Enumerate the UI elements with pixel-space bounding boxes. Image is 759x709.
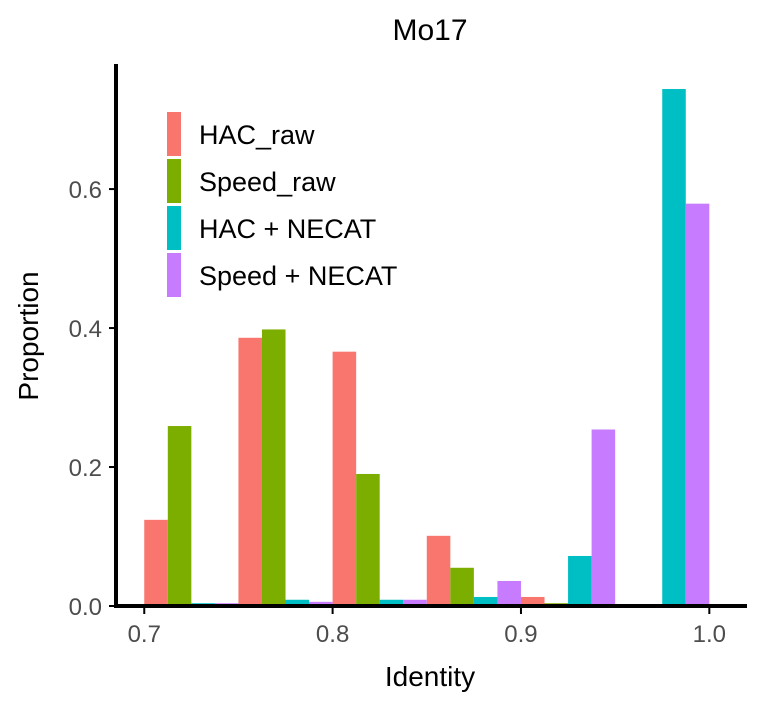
bar-hac-raw-bin-2 (238, 337, 262, 606)
y-tick-label: 0.0 (69, 594, 102, 621)
x-tick-label: 0.7 (128, 621, 161, 648)
legend-label: HAC + NECAT (199, 214, 376, 244)
bar-speed-raw-bin-2 (261, 329, 286, 606)
legend-key-hac-necat (167, 206, 181, 250)
x-tick-label: 0.9 (504, 621, 537, 648)
x-ticks-group: 0.7 0.8 0.9 1.0 (128, 606, 726, 648)
bar-hac-necat-bin-4 (473, 596, 498, 606)
bars-group (144, 89, 710, 607)
bar-hac-necat-bin-3 (379, 599, 404, 606)
bar-speed-necat-bin-4 (497, 580, 521, 606)
bar-hac-raw-bin-3 (332, 351, 357, 606)
bar-hac-raw-bin-5 (520, 596, 545, 606)
legend-label: Speed + NECAT (199, 261, 397, 291)
bar-speed-raw-bin-4 (450, 567, 474, 606)
legend-key-speed-raw (167, 159, 181, 203)
bar-speed-raw-bin-1 (167, 426, 192, 606)
x-axis-title: Identity (385, 661, 475, 692)
y-axis-title: Proportion (13, 271, 44, 400)
legend-key-speed-necat (167, 253, 181, 297)
bar-hac-raw-bin-1 (144, 519, 168, 606)
bar-speed-necat-bin-5 (591, 429, 616, 606)
legend: HAC_raw Speed_raw HAC + NECAT Speed + NECAT (167, 112, 397, 297)
bar-hac-necat-bin-5 (568, 555, 592, 606)
bar-speed-necat-bin-3 (403, 599, 427, 606)
legend-label: Speed_raw (199, 167, 336, 197)
legend-key-hac-raw (167, 112, 181, 156)
y-tick-label: 0.4 (69, 316, 102, 343)
bar-hac-necat-bin-2 (285, 599, 310, 606)
bar-speed-necat-bin-2 (309, 601, 333, 606)
bar-hac-necat-bin-6 (662, 89, 686, 606)
y-tick-label: 0.2 (69, 455, 102, 482)
y-ticks-group: 0.0 0.2 0.4 0.6 (69, 177, 116, 621)
x-tick-label: 0.8 (316, 621, 349, 648)
bar-speed-necat-bin-6 (685, 203, 710, 607)
x-tick-label: 1.0 (693, 621, 726, 648)
bar-hac-raw-bin-4 (426, 535, 451, 606)
legend-label: HAC_raw (199, 120, 315, 150)
y-tick-label: 0.6 (69, 177, 102, 204)
chart-title: Mo17 (392, 14, 467, 47)
bar-speed-raw-bin-3 (356, 473, 380, 606)
